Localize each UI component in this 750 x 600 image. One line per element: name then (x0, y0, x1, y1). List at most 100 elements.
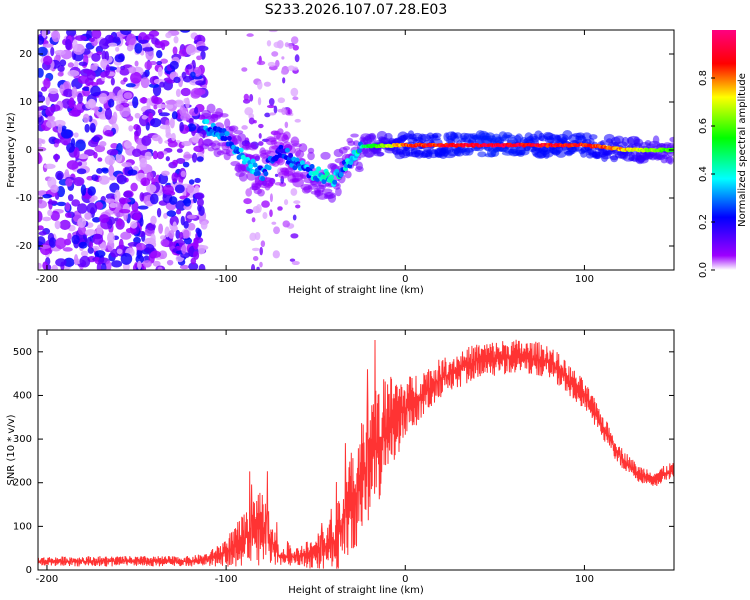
spec-noise-mark (77, 75, 90, 84)
spec-noise-mark (99, 140, 107, 147)
spec-noise-mark (118, 197, 126, 204)
spec-noise-mark (66, 160, 79, 170)
spec-noise-mark (251, 247, 260, 252)
spec-ridge-halo (233, 130, 244, 135)
spec-ridge-mark (204, 118, 210, 124)
spec-noise-mark (176, 148, 183, 153)
spec-ridge-mark (316, 166, 322, 172)
spec-noise-mark (282, 77, 286, 84)
spec-noise-mark (126, 115, 134, 122)
spec-noise-mark (47, 209, 53, 216)
spec-noise-mark (87, 186, 96, 196)
spec-noise-mark (166, 259, 174, 266)
spec-noise-mark (54, 119, 66, 127)
spec-noise-mark (283, 199, 289, 206)
spec-noise-mark (173, 76, 181, 84)
spec-noise-mark (118, 208, 131, 214)
spec-noise-mark (259, 261, 263, 268)
spec-noise-mark (291, 260, 300, 266)
spec-noise-mark (68, 109, 81, 117)
spec-noise-mark (123, 191, 133, 198)
spec-noise-mark (54, 220, 61, 230)
spec-noise-mark (181, 244, 187, 255)
spec-noise-mark (165, 132, 172, 139)
spec-noise-mark (116, 174, 127, 185)
spec-ridge-halo (432, 132, 442, 138)
spec-noise-mark (175, 88, 181, 98)
spec-noise-mark (290, 188, 298, 196)
spec-noise-mark (241, 67, 248, 72)
spec-noise-mark (45, 120, 57, 129)
spec-noise-mark (38, 210, 43, 223)
spec-noise-mark (127, 169, 138, 176)
spec-noise-mark (169, 117, 175, 129)
spec-noise-mark (116, 217, 123, 227)
spec-noise-mark (188, 262, 199, 270)
spec-noise-mark (163, 212, 168, 219)
spec-noise-mark (271, 51, 279, 57)
spec-noise-mark (140, 77, 150, 89)
spec-noise-mark (96, 224, 103, 237)
spec-noise-mark (139, 97, 149, 104)
spec-noise-mark (98, 214, 110, 224)
snr-frame (37, 329, 675, 571)
spec-ridge-halo (580, 150, 587, 158)
spec-noise-mark (251, 217, 256, 223)
spec-noise-mark (133, 212, 141, 221)
colorbar-tick-label: 0.8 (698, 70, 709, 86)
spec-noise-mark (62, 247, 73, 252)
spec-noise-mark (63, 88, 74, 98)
spec-noise-mark (41, 216, 52, 222)
spec-noise-mark (183, 220, 189, 229)
spec-noise-mark (181, 71, 187, 80)
spec-noise-mark (287, 65, 295, 71)
spec-ridge-mark (313, 170, 319, 176)
spec-noise-mark (82, 113, 90, 123)
spec-noise-mark (142, 260, 152, 268)
spec-noise-mark (277, 206, 283, 211)
spec-ridge-halo (257, 189, 265, 197)
spec-noise-mark (181, 140, 192, 147)
spec-noise-mark (116, 248, 123, 255)
spec-noise-mark (134, 112, 141, 119)
spec-noise-mark (157, 266, 163, 270)
spec-ridge-halo (344, 170, 352, 179)
spec-noise-mark (120, 252, 133, 265)
spec-ridge-mark (321, 179, 327, 185)
spec-noise-mark (43, 77, 51, 89)
spec-ridge-halo (352, 140, 360, 147)
spec-noise-mark (295, 204, 301, 209)
spec-ridge-halo (298, 143, 308, 153)
spec-noise-mark (258, 123, 264, 129)
spec-ridge-mark (250, 158, 256, 164)
spec-noise-mark (257, 141, 264, 146)
colorbar-tick-label: 0.0 (698, 262, 709, 278)
spec-noise-mark (142, 47, 154, 52)
spec-noise-mark (38, 225, 44, 231)
spec-noise-mark (98, 93, 108, 105)
spec-noise-mark (152, 260, 161, 267)
spec-noise-mark (67, 194, 74, 202)
spec-ridge-halo (327, 193, 337, 203)
spec-noise-mark (91, 174, 99, 181)
spec-noise-mark (269, 209, 273, 218)
spec-noise-mark (63, 257, 75, 268)
spec-ytick-label: 20 (19, 49, 32, 60)
spec-noise-mark (156, 207, 162, 218)
spec-noise-mark (288, 43, 293, 49)
spec-noise-mark (112, 111, 118, 123)
spec-noise-mark (55, 258, 67, 267)
spec-noise-mark (294, 118, 301, 123)
spec-noise-mark (38, 196, 43, 205)
spec-noise-mark (159, 81, 165, 88)
spec-noise-mark (90, 64, 98, 71)
spec-ridge-halo (342, 146, 351, 151)
spec-noise-mark (156, 50, 163, 59)
spec-noise-mark (256, 60, 266, 66)
spec-noise-mark (110, 77, 115, 86)
spec-ridge-mark (309, 164, 315, 170)
spec-noise-mark (77, 225, 87, 236)
spec-noise-mark (50, 184, 59, 194)
spec-noise-mark (159, 235, 166, 240)
